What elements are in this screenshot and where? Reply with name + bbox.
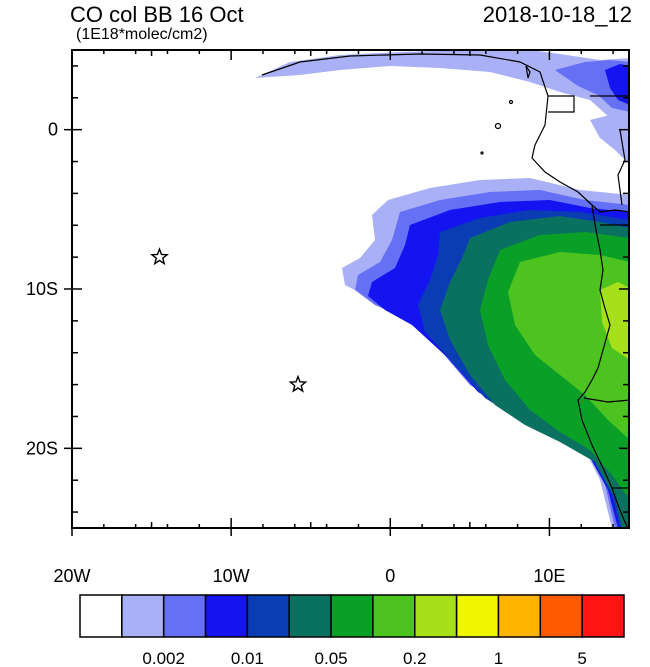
colorbar-swatch (204, 594, 249, 638)
axis-ticks (64, 50, 630, 536)
colorbar-swatch (581, 594, 625, 638)
border-6 (617, 129, 626, 206)
contour-north-1 (255, 50, 629, 120)
border-1 (548, 95, 575, 113)
colorbar-label: 0.05 (315, 649, 348, 667)
colorbar-swatch (162, 594, 207, 638)
co-column-field (255, 50, 629, 528)
colorbar-swatch (288, 594, 332, 638)
coastline-north (261, 53, 629, 213)
map-units-subtitle: (1E18*molec/cm2) (76, 26, 208, 43)
x-tick-label: 10E (533, 566, 565, 586)
map-title: CO col BB 16 Oct (70, 2, 244, 27)
colorbar-swatch (455, 594, 500, 638)
island-1 (494, 122, 502, 130)
border-4 (583, 397, 629, 403)
island-4 (525, 65, 531, 79)
y-tick-label: 10S (26, 279, 58, 299)
contour-north-4 (590, 115, 629, 164)
colorbar-swatch (539, 594, 583, 638)
contour-level-7 (508, 252, 629, 440)
x-tick-label: 0 (385, 566, 395, 586)
y-tick-label: 20S (26, 438, 58, 458)
colorbar: 0.002 0.01 0.05 0.2 1 5 (79, 594, 625, 667)
colorbar-label: 0.2 (403, 649, 427, 667)
colorbar-swatch (330, 594, 374, 638)
colorbar-swatch (79, 594, 123, 638)
x-tick-label: 20W (53, 566, 90, 586)
map-timestamp: 2018-10-18_12 (482, 2, 632, 27)
x-tick-label: 10W (213, 566, 250, 586)
star-marker (288, 374, 308, 393)
contour-north-3 (605, 64, 629, 105)
colorbar-label: 1 (494, 649, 503, 667)
contour-level-8 (600, 282, 629, 360)
colorbar-swatch (497, 594, 542, 638)
colorbar-swatch (414, 594, 458, 638)
colorbar-label: 0.002 (142, 649, 185, 667)
colorbar-label: 5 (577, 649, 586, 667)
star-marker (150, 247, 169, 266)
site-markers (150, 247, 308, 393)
colorbar-label: 0.01 (231, 649, 264, 667)
coastline (261, 53, 629, 528)
colorbar-swatch (372, 594, 416, 638)
colorbar-swatch (121, 594, 165, 638)
island-2 (508, 99, 514, 105)
colorbar-swatch (246, 594, 290, 638)
island-3 (480, 151, 484, 155)
y-tick-label: 0 (48, 120, 58, 140)
axis-labels: 20W 10W 0 10E 0 10S 20S (26, 120, 565, 586)
